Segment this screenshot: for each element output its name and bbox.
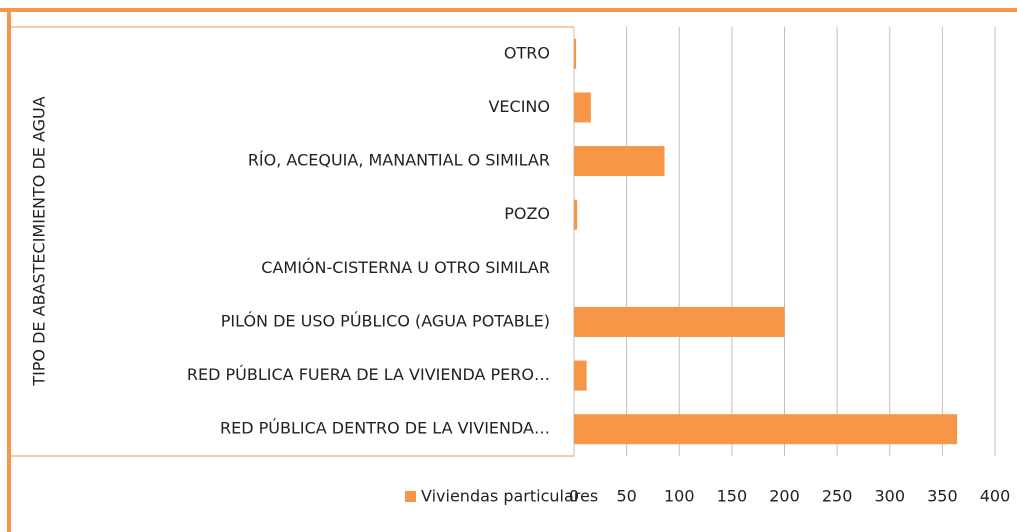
- x-tick-label: 250: [822, 487, 853, 506]
- legend-swatch: [405, 491, 416, 502]
- bar: [574, 199, 578, 230]
- y-tick-label: POZO: [504, 204, 550, 223]
- legend-label: Viviendas particulares: [421, 487, 598, 506]
- y-tick-label: VECINO: [488, 97, 550, 116]
- x-tick-label: 100: [664, 487, 695, 506]
- bar: [574, 360, 587, 391]
- y-axis-title: TIPO DE ABASTECIMIENTO DE AGUA: [30, 96, 49, 386]
- label-box: [9, 26, 575, 457]
- bar: [574, 92, 591, 123]
- x-tick-label: 50: [616, 487, 636, 506]
- x-tick-label: 300: [874, 487, 905, 506]
- x-tick-label: 150: [717, 487, 748, 506]
- y-tick-label: OTRO: [504, 43, 550, 62]
- bar: [574, 146, 665, 177]
- bar: [574, 306, 785, 337]
- y-tick-label: RÍO, ACEQUIA, MANANTIAL O SIMILAR: [248, 151, 550, 170]
- x-tick-label: 0: [569, 487, 579, 506]
- x-tick-label: 200: [769, 487, 800, 506]
- y-tick-label: PILÓN DE USO PÚBLICO (AGUA POTABLE): [221, 311, 550, 330]
- y-tick-label: CAMIÓN-CISTERNA U OTRO SIMILAR: [261, 258, 550, 277]
- x-tick-label: 350: [927, 487, 958, 506]
- x-tick-label: 400: [980, 487, 1011, 506]
- bar: [574, 414, 958, 445]
- bar: [574, 38, 577, 69]
- y-tick-label: RED PÚBLICA FUERA DE LA VIVIENDA PERO…: [187, 365, 550, 384]
- y-tick-label: RED PÚBLICA DENTRO DE LA VIVIENDA…: [220, 419, 550, 438]
